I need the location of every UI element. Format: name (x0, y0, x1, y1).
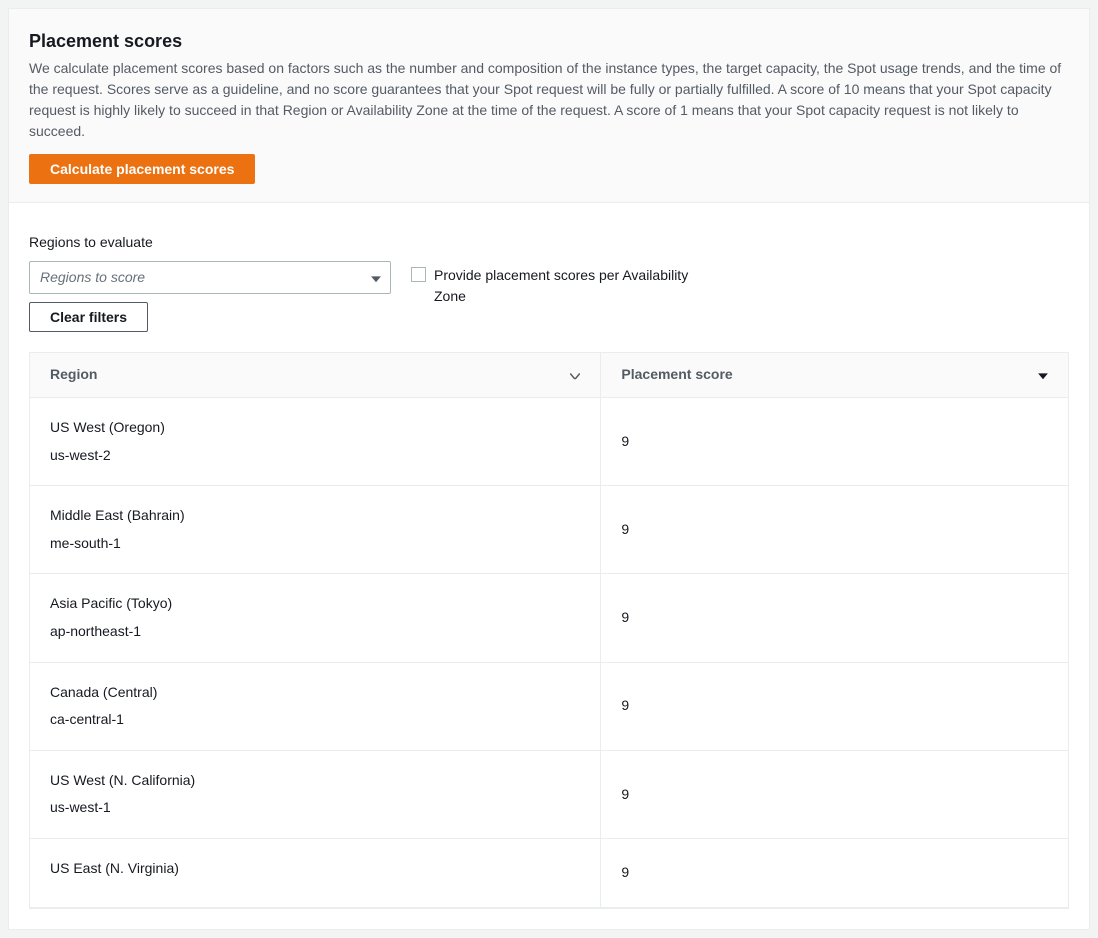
region-code: ap-northeast-1 (50, 622, 580, 642)
header-section: Placement scores We calculate placement … (9, 9, 1089, 203)
score-cell: 9 (601, 750, 1068, 838)
page-title: Placement scores (29, 29, 1069, 54)
region-column-label: Region (50, 366, 97, 382)
filter-row: Regions to score Clear filters Provide p… (29, 261, 1069, 333)
page-description: We calculate placement scores based on f… (29, 58, 1069, 142)
page-container: Placement scores We calculate placement … (8, 8, 1090, 930)
regions-label: Regions to evaluate (29, 233, 1069, 253)
table-row: US East (N. Virginia) 9 (30, 838, 1068, 907)
az-checkbox-row: Provide placement scores per Availabilit… (411, 261, 714, 307)
sort-icon (570, 365, 580, 385)
table-row: Canada (Central) ca-central-1 9 (30, 662, 1068, 750)
table-row: US West (N. California) us-west-1 9 (30, 750, 1068, 838)
region-name: US West (Oregon) (50, 418, 580, 438)
calculate-button[interactable]: Calculate placement scores (29, 154, 255, 184)
score-cell: 9 (601, 397, 1068, 485)
region-code: us-west-2 (50, 446, 580, 466)
score-column-header[interactable]: Placement score (601, 353, 1068, 397)
region-column-header[interactable]: Region (30, 353, 601, 397)
score-cell: 9 (601, 574, 1068, 662)
sort-active-icon (1038, 365, 1048, 385)
az-checkbox[interactable] (411, 267, 426, 282)
table-container: Region Placement score (29, 352, 1069, 908)
table-row: US West (Oregon) us-west-2 9 (30, 397, 1068, 485)
region-code: ca-central-1 (50, 710, 580, 730)
score-cell: 9 (601, 486, 1068, 574)
regions-select[interactable]: Regions to score (29, 261, 391, 295)
regions-select-wrapper: Regions to score (29, 261, 391, 295)
region-code: us-west-1 (50, 798, 580, 818)
score-cell: 9 (601, 838, 1068, 907)
region-name: Asia Pacific (Tokyo) (50, 594, 580, 614)
table-body: US West (Oregon) us-west-2 9 Middle East… (30, 397, 1068, 907)
clear-filters-button[interactable]: Clear filters (29, 302, 148, 332)
table-row: Middle East (Bahrain) me-south-1 9 (30, 486, 1068, 574)
filter-section: Regions to evaluate Regions to score Cle… (9, 203, 1089, 352)
region-name: Canada (Central) (50, 683, 580, 703)
region-name: Middle East (Bahrain) (50, 506, 580, 526)
table-row: Asia Pacific (Tokyo) ap-northeast-1 9 (30, 574, 1068, 662)
score-cell: 9 (601, 662, 1068, 750)
scores-table: Region Placement score (30, 353, 1068, 907)
region-code: me-south-1 (50, 534, 580, 554)
filter-left: Regions to score Clear filters (29, 261, 391, 333)
score-column-label: Placement score (621, 366, 732, 382)
az-checkbox-label: Provide placement scores per Availabilit… (434, 265, 714, 307)
region-name: US West (N. California) (50, 771, 580, 791)
region-name: US East (N. Virginia) (50, 859, 580, 879)
